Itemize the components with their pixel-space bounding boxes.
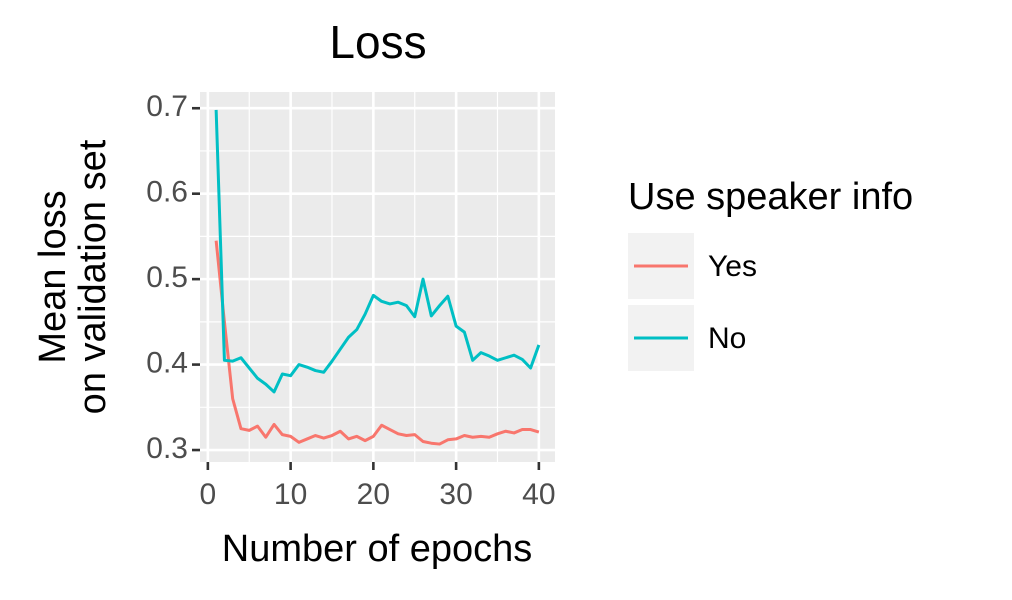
x-tick-label: 20 xyxy=(357,478,390,511)
grid xyxy=(200,92,555,462)
y-tick-label: 0.3 xyxy=(146,432,188,465)
series-line xyxy=(214,240,540,446)
x-tick-label: 0 xyxy=(200,478,217,511)
x-tick-label: 30 xyxy=(439,478,472,511)
panel xyxy=(200,92,555,462)
legend-label: No xyxy=(708,322,746,355)
y-axis-label-line: on validation set xyxy=(72,139,114,414)
y-tick-label: 0.5 xyxy=(146,261,188,294)
y-axis-label-line: Mean loss xyxy=(32,190,74,363)
y-tick-label: 0.4 xyxy=(146,347,188,380)
x-axis-label: Number of epochs xyxy=(222,528,533,570)
y-axis-label: Mean loss on validation set xyxy=(32,139,114,414)
legend-title: Use speaker info xyxy=(628,176,913,218)
x-tick-label: 10 xyxy=(274,478,307,511)
legend-label: Yes xyxy=(708,250,757,283)
chart-title: Loss xyxy=(329,16,426,68)
x-tick-label: 40 xyxy=(522,478,555,511)
y-tick-label: 0.6 xyxy=(146,176,188,209)
y-tick-label: 0.7 xyxy=(146,90,188,123)
series-line xyxy=(214,109,541,394)
